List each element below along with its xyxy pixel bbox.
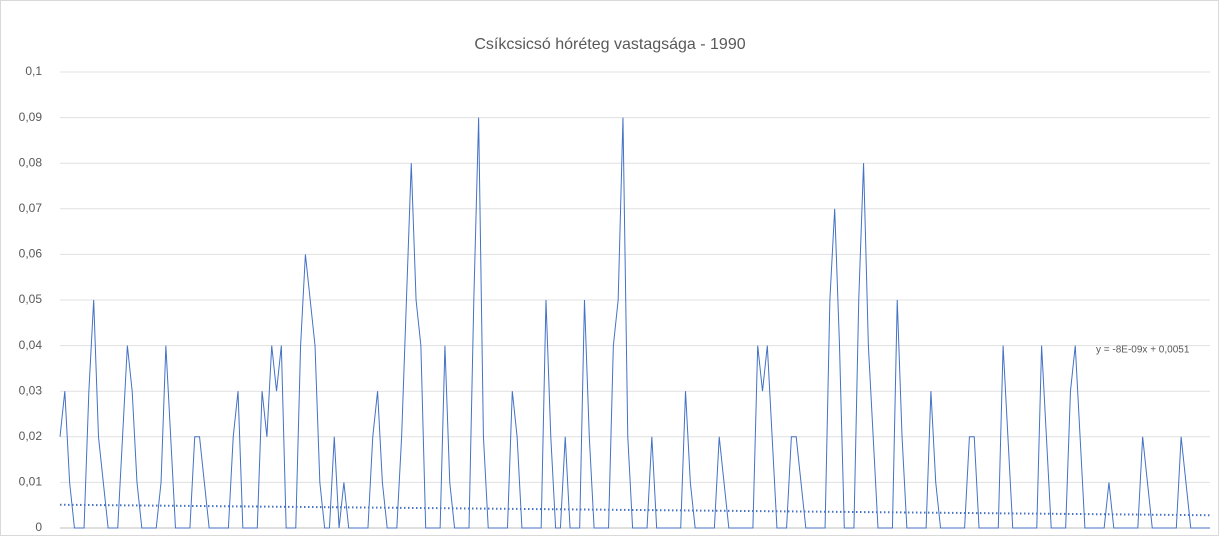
y-tick-label: 0,04 (19, 338, 43, 352)
y-tick-label: 0,08 (19, 155, 43, 169)
y-tick-label: 0,09 (19, 110, 43, 124)
y-tick-label: 0,02 (19, 429, 43, 443)
y-tick-label: 0,1 (25, 64, 42, 78)
series-line (59, 117, 1210, 529)
y-tick-label: 0,06 (19, 247, 43, 261)
y-tick-label: 0,05 (19, 292, 43, 306)
chart-title: Csíkcsicsó hóréteg vastagsága - 1990 (474, 36, 745, 53)
y-tick-label: 0,07 (19, 201, 43, 215)
trendline-label: y = -8E-09x + 0,0051 (1096, 345, 1190, 356)
y-tick-label: 0,03 (19, 383, 43, 397)
y-tick-label: 0 (35, 520, 42, 534)
y-tick-label: 0,01 (19, 475, 43, 489)
